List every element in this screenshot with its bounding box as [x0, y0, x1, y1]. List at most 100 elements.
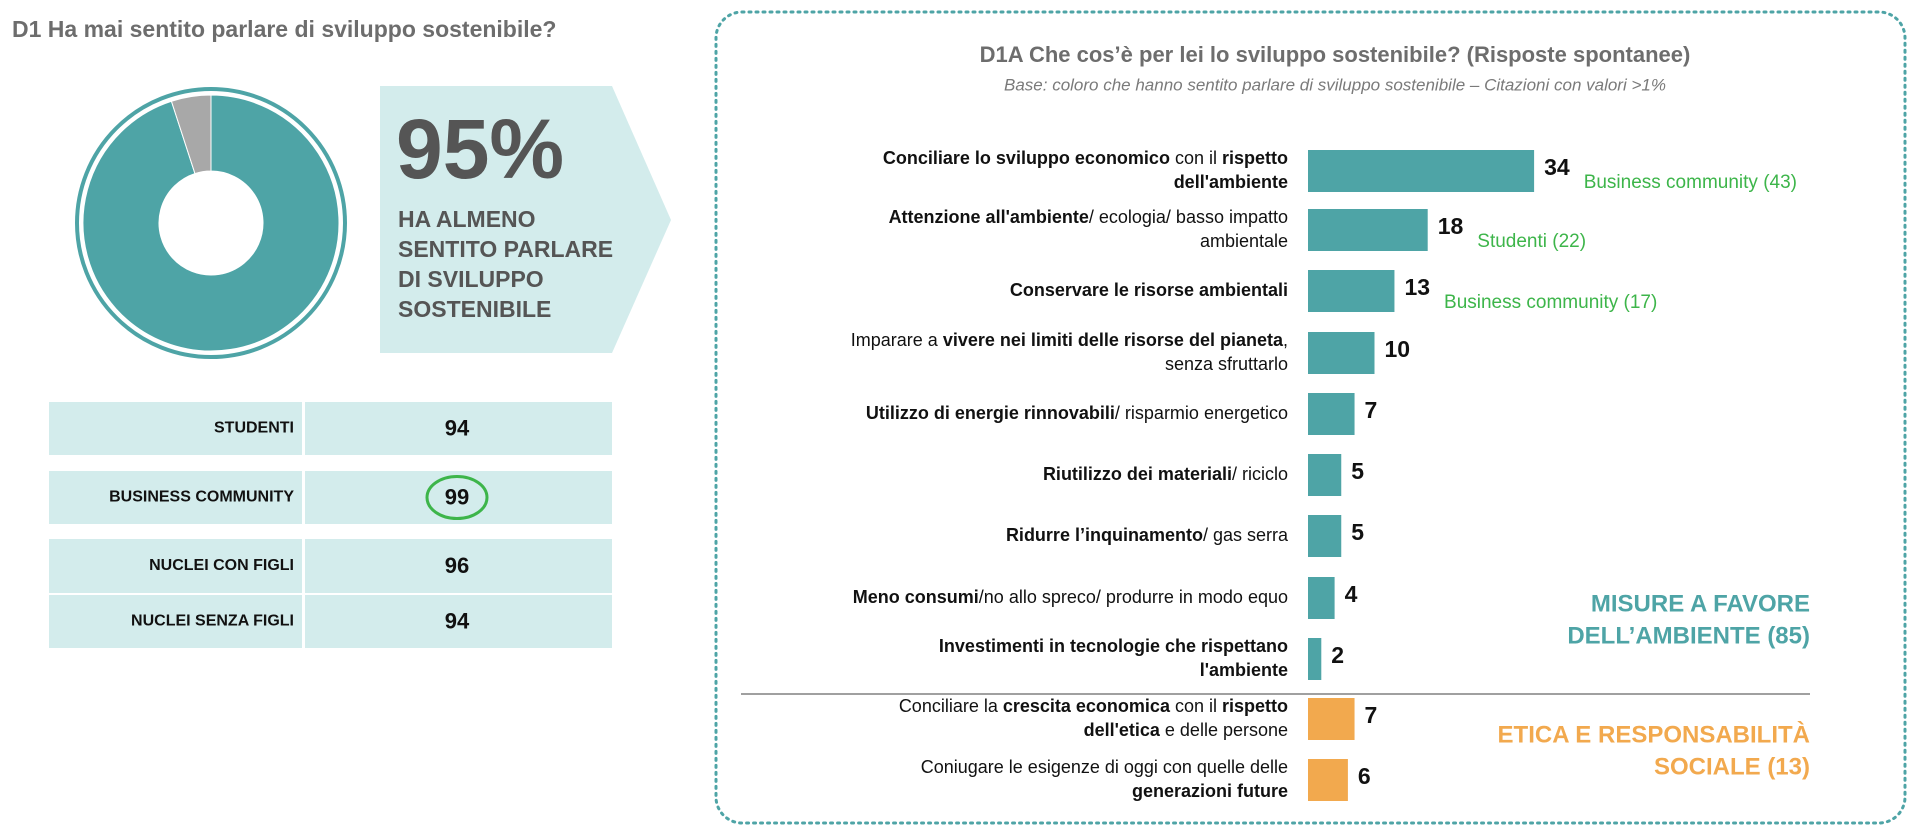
- value-label: 10: [1385, 336, 1411, 362]
- table-label-cell: [49, 402, 302, 455]
- highlight-ring: [425, 475, 489, 520]
- label-part: dell'etica: [1084, 720, 1161, 740]
- label-part: Conciliare la: [899, 696, 1003, 716]
- label-part: Ridurre l’inquinamento: [1006, 525, 1203, 545]
- donut-slice: [82, 94, 340, 352]
- label-part: senza sfruttarlo: [1165, 354, 1288, 374]
- callout-text: SENTITO PARLARE: [398, 236, 613, 262]
- group-name: MISURE A FAVORE: [1591, 590, 1810, 617]
- bar: [1308, 577, 1335, 619]
- category-label: Coniugare le esigenze di oggi con quelle…: [921, 757, 1288, 777]
- table-label: STUDENTI: [214, 420, 294, 437]
- bar: [1308, 698, 1355, 740]
- panel-border: [714, 10, 1907, 825]
- table-value-cell: [305, 402, 612, 455]
- table-value: 94: [445, 608, 470, 633]
- category-label: Utilizzo di energie rinnovabili/ risparm…: [866, 403, 1288, 423]
- category-label: ambientale: [1200, 231, 1288, 251]
- table-label: NUCLEI SENZA FIGLI: [131, 613, 294, 630]
- bar: [1308, 515, 1342, 557]
- label-part: Coniugare le esigenze di oggi con quelle…: [921, 757, 1288, 777]
- table-value-cell: [305, 471, 612, 524]
- group-name: ETICA E RESPONSABILITÀ: [1498, 720, 1810, 748]
- value-label: 7: [1365, 702, 1378, 728]
- label-part: e delle persone: [1160, 720, 1288, 740]
- table-value-cell: [305, 595, 612, 648]
- value-label: 5: [1351, 458, 1364, 484]
- label-part: Attenzione all'ambiente: [889, 207, 1089, 227]
- value-label: 2: [1331, 642, 1344, 668]
- category-label: Imparare a vivere nei limiti delle risor…: [851, 330, 1288, 350]
- donut-slice: [170, 94, 212, 175]
- category-label: Meno consumi/no allo spreco/ produrre in…: [853, 587, 1288, 607]
- category-label: l'ambiente: [1200, 660, 1288, 680]
- label-part: con il: [1170, 148, 1222, 168]
- value-label: 13: [1404, 274, 1430, 300]
- callout-text: DI SVILUPPO: [398, 266, 544, 292]
- value-label: 34: [1544, 154, 1570, 180]
- label-part: Imparare a: [851, 330, 943, 350]
- value-label: 18: [1438, 213, 1464, 239]
- big-percent: 95%: [396, 102, 564, 196]
- category-label: Ridurre l’inquinamento/ gas serra: [1006, 525, 1289, 545]
- label-part: Conservare le risorse ambientali: [1010, 280, 1288, 300]
- category-label: Riutilizzo dei materiali/ riciclo: [1043, 464, 1288, 484]
- label-part: ambientale: [1200, 231, 1288, 251]
- category-label: dell'etica e delle persone: [1084, 720, 1288, 740]
- bar: [1308, 150, 1535, 192]
- bar: [1308, 638, 1322, 680]
- table-value-cell: [305, 539, 612, 593]
- category-label: Conciliare la crescita economica con il …: [899, 696, 1288, 716]
- label-part: l'ambiente: [1200, 660, 1288, 680]
- group-note: Business community (43): [1584, 172, 1797, 193]
- label-part: rispetto: [1222, 696, 1288, 716]
- bar: [1308, 454, 1342, 496]
- table-label-cell: [49, 471, 302, 524]
- label-part: /no allo spreco/ produrre in modo equo: [979, 587, 1288, 607]
- value-label: 6: [1358, 763, 1371, 789]
- bar: [1308, 393, 1355, 435]
- label-part: dell'ambiente: [1174, 172, 1288, 192]
- category-label: Conciliare lo sviluppo economico con il …: [883, 148, 1288, 168]
- label-part: / ecologia/ basso impatto: [1089, 207, 1288, 227]
- callout-arrow: [380, 86, 671, 353]
- table-value: 96: [445, 553, 469, 578]
- right-subtitle: Base: coloro che hanno sentito parlare d…: [1004, 75, 1666, 94]
- group-name: DELL’AMBIENTE (85): [1567, 622, 1810, 649]
- category-label: generazioni future: [1132, 781, 1288, 801]
- label-part: / risparmio energetico: [1115, 403, 1288, 423]
- label-part: crescita economica: [1003, 696, 1171, 716]
- table-label: BUSINESS COMMUNITY: [109, 489, 294, 506]
- label-part: Investimenti in tecnologie che rispettan…: [939, 636, 1288, 656]
- group-note: Studenti (22): [1477, 231, 1586, 252]
- bar: [1308, 209, 1428, 251]
- label-part: ,: [1283, 330, 1288, 350]
- value-label: 7: [1365, 397, 1378, 423]
- label-part: con il: [1170, 696, 1222, 716]
- label-part: Utilizzo di energie rinnovabili: [866, 403, 1115, 423]
- group-name: SOCIALE (13): [1654, 753, 1810, 780]
- category-label: Investimenti in tecnologie che rispettan…: [939, 636, 1288, 656]
- label-part: Riutilizzo dei materiali: [1043, 464, 1232, 484]
- group-note: Business community (17): [1444, 292, 1657, 313]
- value-label: 4: [1345, 581, 1358, 607]
- category-label: senza sfruttarlo: [1165, 354, 1288, 374]
- category-label: Attenzione all'ambiente/ ecologia/ basso…: [889, 207, 1288, 227]
- table-label: NUCLEI CON FIGLI: [149, 557, 294, 574]
- left-title: D1 Ha mai sentito parlare di sviluppo so…: [12, 16, 556, 42]
- label-part: rispetto: [1222, 148, 1288, 168]
- bar: [1308, 759, 1348, 801]
- bar: [1308, 332, 1375, 374]
- callout-text: SOSTENIBILE: [398, 296, 551, 322]
- label-part: / riciclo: [1232, 464, 1288, 484]
- label-part: / gas serra: [1203, 525, 1289, 545]
- table-label-cell: [49, 539, 302, 593]
- category-label: Conservare le risorse ambientali: [1010, 280, 1288, 300]
- label-part: generazioni future: [1132, 781, 1288, 801]
- category-label: dell'ambiente: [1174, 172, 1288, 192]
- bar: [1308, 270, 1395, 312]
- donut-outline: [75, 87, 347, 359]
- table-value: 94: [445, 415, 470, 440]
- table-label-cell: [49, 595, 302, 648]
